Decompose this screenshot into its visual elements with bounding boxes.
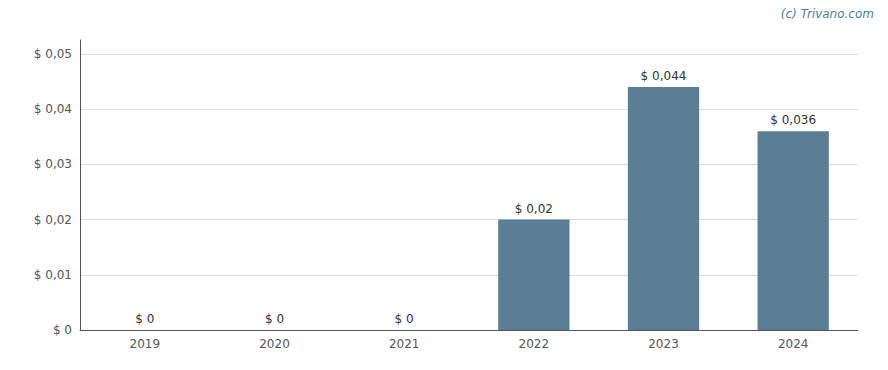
svg-text:$ 0,044: $ 0,044 bbox=[641, 69, 687, 83]
svg-text:$ 0,02: $ 0,02 bbox=[515, 202, 553, 216]
svg-text:2021: 2021 bbox=[389, 337, 420, 351]
svg-text:$ 0,02: $ 0,02 bbox=[34, 213, 72, 227]
svg-text:2024: 2024 bbox=[778, 337, 809, 351]
svg-text:2023: 2023 bbox=[648, 337, 679, 351]
svg-text:$ 0: $ 0 bbox=[265, 312, 284, 326]
svg-text:$ 0: $ 0 bbox=[395, 312, 414, 326]
svg-text:$ 0,036: $ 0,036 bbox=[770, 113, 816, 127]
svg-text:$ 0,04: $ 0,04 bbox=[34, 102, 72, 116]
svg-text:$ 0: $ 0 bbox=[135, 312, 154, 326]
svg-text:2020: 2020 bbox=[259, 337, 290, 351]
svg-text:$ 0,03: $ 0,03 bbox=[34, 157, 72, 171]
svg-text:$ 0: $ 0 bbox=[53, 323, 72, 337]
svg-text:$ 0,05: $ 0,05 bbox=[34, 47, 72, 61]
svg-text:(c) Trivano.com: (c) Trivano.com bbox=[781, 7, 874, 21]
svg-text:$ 0,01: $ 0,01 bbox=[34, 268, 72, 282]
svg-text:2022: 2022 bbox=[519, 337, 550, 351]
svg-text:2019: 2019 bbox=[130, 337, 161, 351]
